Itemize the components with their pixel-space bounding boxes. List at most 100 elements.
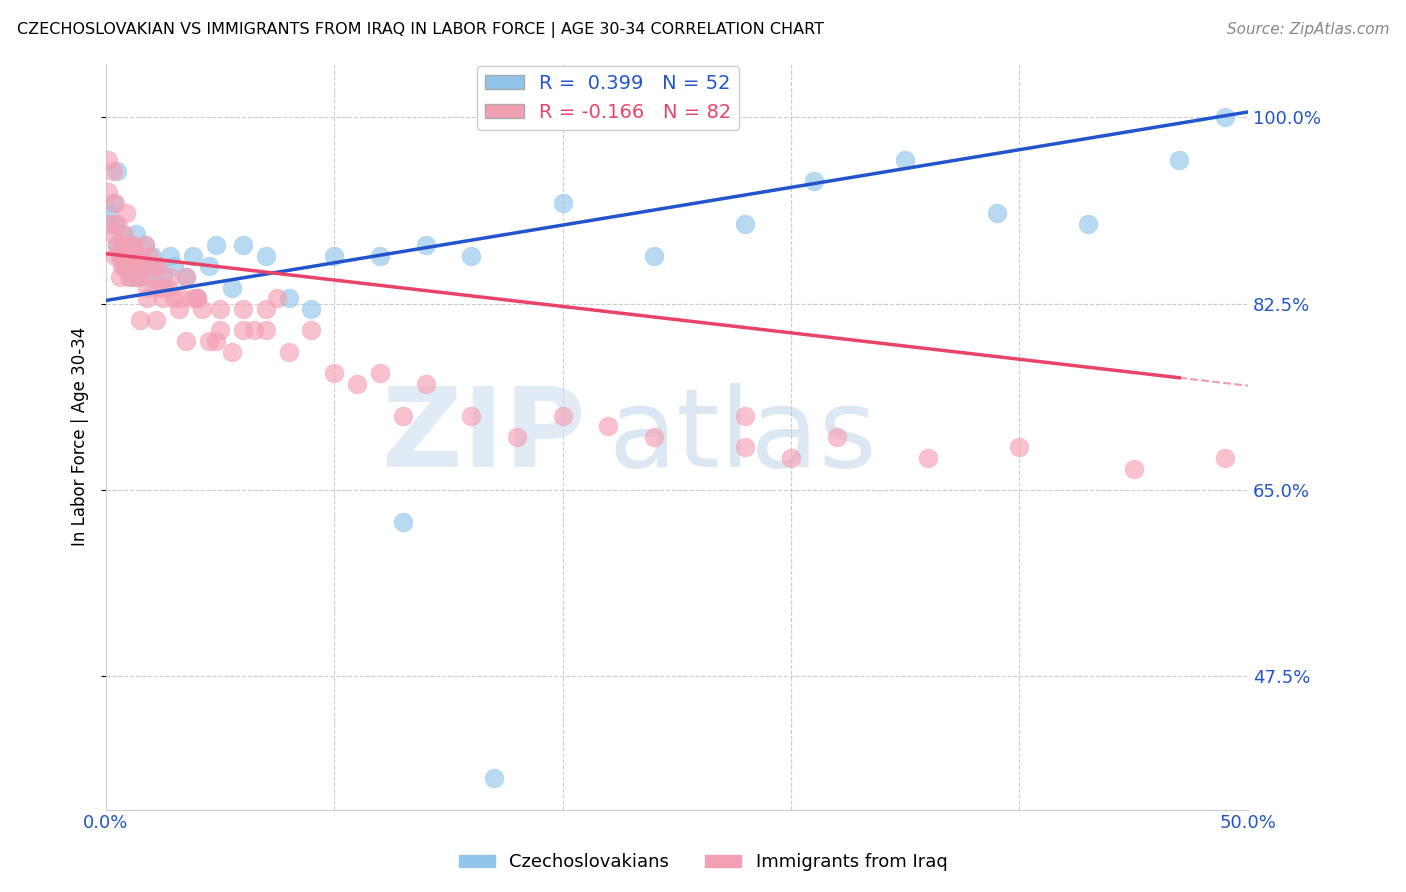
Point (186, 291, 208, 305)
Point (134, 238, 156, 252)
Point (734, 441, 756, 455)
Point (368, 249, 391, 263)
Point (254, 249, 277, 263)
Point (141, 270, 163, 285)
Point (120, 260, 142, 274)
Point (221, 344, 243, 359)
Point (1168, 153, 1191, 167)
Point (159, 270, 181, 285)
Point (209, 323, 232, 337)
Point (118, 270, 141, 285)
Point (134, 238, 156, 252)
Point (186, 291, 208, 305)
Point (156, 281, 179, 295)
Point (124, 270, 146, 285)
Text: CZECHOSLOVAKIAN VS IMMIGRANTS FROM IRAQ IN LABOR FORCE | AGE 30-34 CORRELATION C: CZECHOSLOVAKIAN VS IMMIGRANTS FROM IRAQ … (17, 22, 824, 38)
Point (108, 249, 131, 263)
Point (186, 291, 208, 305)
Point (118, 238, 141, 252)
Point (127, 270, 149, 285)
Point (100, 217, 122, 231)
Point (118, 249, 141, 263)
Point (460, 409, 482, 423)
Point (97, 206, 120, 220)
Point (174, 270, 197, 285)
Point (142, 260, 165, 274)
Point (368, 366, 391, 380)
Point (1008, 441, 1031, 455)
Point (163, 260, 186, 274)
Point (101, 227, 124, 242)
Point (209, 301, 232, 316)
Point (136, 291, 159, 305)
Point (803, 174, 825, 188)
Point (1122, 462, 1144, 476)
Point (112, 238, 135, 252)
Point (97, 185, 120, 199)
Point (780, 451, 803, 466)
Point (104, 249, 127, 263)
Point (129, 249, 152, 263)
Point (124, 260, 146, 274)
Point (232, 323, 254, 337)
Point (129, 249, 152, 263)
Text: ZIP: ZIP (382, 384, 585, 491)
Point (181, 249, 204, 263)
Point (124, 260, 146, 274)
Point (115, 249, 138, 263)
Point (506, 430, 529, 444)
Point (191, 301, 214, 316)
Point (115, 260, 138, 274)
Point (105, 217, 128, 231)
Point (277, 291, 299, 305)
Point (825, 430, 848, 444)
Point (917, 451, 939, 466)
Point (120, 238, 142, 252)
Point (105, 238, 128, 252)
Point (1213, 111, 1236, 125)
Point (391, 409, 413, 423)
Point (391, 515, 413, 529)
Point (122, 249, 145, 263)
Point (482, 771, 505, 785)
Point (129, 312, 152, 326)
Point (415, 238, 437, 252)
Point (145, 312, 167, 326)
Point (734, 409, 756, 423)
Point (266, 291, 288, 305)
Point (138, 249, 160, 263)
Point (145, 260, 167, 274)
Point (167, 301, 190, 316)
Point (118, 260, 141, 274)
Point (101, 195, 124, 210)
Point (551, 195, 574, 210)
Point (131, 260, 153, 274)
Point (122, 238, 145, 252)
Point (131, 260, 153, 274)
Point (100, 217, 122, 231)
Point (112, 260, 135, 274)
Point (346, 376, 368, 391)
Point (415, 376, 437, 391)
Point (145, 281, 167, 295)
Point (111, 260, 134, 274)
Point (105, 163, 128, 178)
Point (1077, 217, 1099, 231)
Point (174, 334, 197, 348)
Point (104, 195, 127, 210)
Point (120, 270, 142, 285)
Point (108, 270, 131, 285)
Point (643, 430, 665, 444)
Point (197, 334, 219, 348)
Point (141, 249, 163, 263)
Point (112, 249, 135, 263)
Point (232, 301, 254, 316)
Point (152, 281, 174, 295)
Point (986, 206, 1008, 220)
Point (170, 291, 193, 305)
Point (105, 238, 128, 252)
Point (104, 217, 127, 231)
Point (97, 153, 120, 167)
Point (894, 153, 917, 167)
Point (232, 238, 254, 252)
